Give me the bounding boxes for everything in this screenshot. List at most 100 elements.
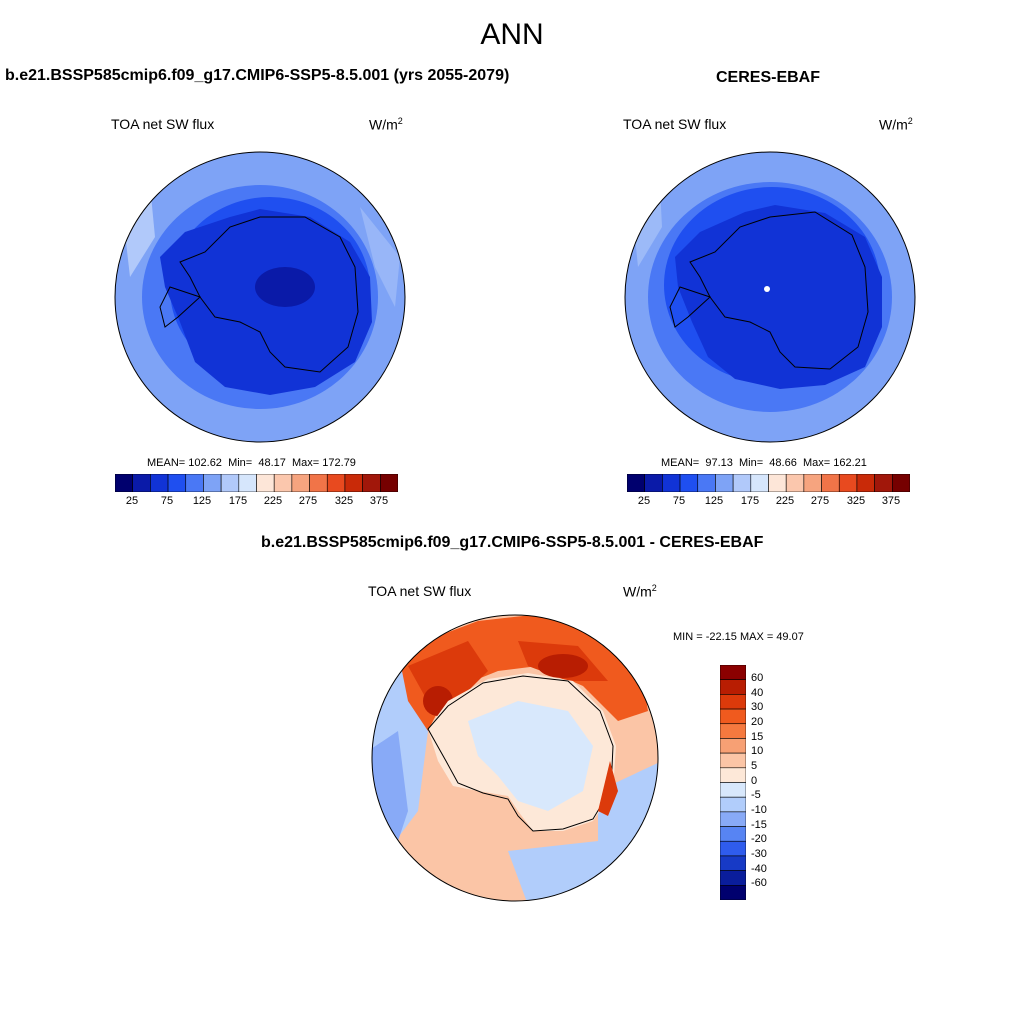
colorbar-swatch xyxy=(715,474,734,492)
panel-1-colorbar-ticks: 25 75 125 175 225 275 325 375 xyxy=(115,495,398,509)
colorbar-swatch xyxy=(238,474,257,492)
panel-1-colorbar xyxy=(115,474,398,492)
colorbar-swatch xyxy=(291,474,310,492)
colorbar-swatch xyxy=(720,723,746,739)
colorbar-swatch xyxy=(768,474,787,492)
colorbar-swatch xyxy=(720,840,746,857)
panel-3-variable: TOA net SW flux xyxy=(368,583,472,599)
panel-2-polar-map xyxy=(624,151,916,443)
colorbar-tick: 60 xyxy=(751,672,764,684)
colorbar-swatch xyxy=(720,665,746,680)
colorbar-tick: 275 xyxy=(298,495,318,507)
colorbar-tick: 175 xyxy=(228,495,248,507)
colorbar-tick: 375 xyxy=(881,495,901,507)
colorbar-swatch xyxy=(203,474,222,492)
colorbar-tick: 0 xyxy=(751,775,758,787)
colorbar-tick: 20 xyxy=(751,716,764,728)
colorbar-swatch xyxy=(892,474,910,492)
colorbar-swatch xyxy=(720,826,746,842)
panel-1-variable: TOA net SW flux xyxy=(111,116,215,132)
colorbar-swatch xyxy=(720,767,746,783)
colorbar-tick: 5 xyxy=(751,760,758,772)
panel-2-colorbar-ticks: 25 75 125 175 225 275 325 375 xyxy=(627,495,910,509)
colorbar-swatch xyxy=(662,474,681,492)
panel-3-stats: MIN = -22.15 MAX = 49.07 xyxy=(673,631,804,643)
panel-2-title: CERES-EBAF xyxy=(716,69,821,86)
panel-2-colorbar xyxy=(627,474,910,492)
colorbar-swatch xyxy=(273,474,293,492)
colorbar-swatch xyxy=(720,870,746,886)
colorbar-swatch xyxy=(627,474,645,492)
colorbar-swatch xyxy=(720,752,746,769)
colorbar-tick: -40 xyxy=(751,863,767,875)
colorbar-swatch xyxy=(362,474,381,492)
colorbar-swatch xyxy=(785,474,805,492)
colorbar-tick: 10 xyxy=(751,745,764,757)
panel-2-units: W/m2 xyxy=(879,116,913,133)
colorbar-swatch xyxy=(720,738,746,754)
panel-1-polar-map xyxy=(114,151,406,443)
colorbar-tick: -30 xyxy=(751,848,767,860)
colorbar-tick: -15 xyxy=(751,819,767,831)
colorbar-swatch xyxy=(720,782,746,798)
colorbar-swatch xyxy=(821,474,840,492)
colorbar-swatch xyxy=(167,474,187,492)
panel-3-colorbar xyxy=(720,665,746,900)
colorbar-swatch xyxy=(856,474,875,492)
panel-2-stats: MEAN= 97.13 Min= 48.66 Max= 162.21 xyxy=(661,457,867,469)
colorbar-swatch xyxy=(874,474,893,492)
colorbar-swatch xyxy=(720,796,746,813)
colorbar-swatch xyxy=(185,474,204,492)
panel-3-units: W/m2 xyxy=(623,583,657,600)
colorbar-swatch xyxy=(115,474,133,492)
colorbar-tick: 25 xyxy=(637,495,651,507)
panel-1-stats: MEAN= 102.62 Min= 48.17 Max= 172.79 xyxy=(147,457,356,469)
colorbar-tick: 125 xyxy=(704,495,724,507)
panel-3-title: b.e21.BSSP585cmip6.f09_g17.CMIP6-SSP5-8.… xyxy=(261,534,764,551)
colorbar-swatch xyxy=(720,885,746,900)
colorbar-swatch xyxy=(720,694,746,710)
panel-2-variable: TOA net SW flux xyxy=(623,116,727,132)
colorbar-swatch xyxy=(644,474,663,492)
colorbar-swatch xyxy=(838,474,858,492)
colorbar-tick: 30 xyxy=(751,701,764,713)
colorbar-swatch xyxy=(344,474,363,492)
colorbar-tick: 325 xyxy=(334,495,354,507)
colorbar-swatch xyxy=(803,474,822,492)
colorbar-swatch xyxy=(720,679,746,695)
colorbar-tick: 125 xyxy=(192,495,212,507)
colorbar-tick: 75 xyxy=(160,495,174,507)
colorbar-swatch xyxy=(720,855,746,871)
colorbar-tick: -20 xyxy=(751,833,767,845)
colorbar-tick: 325 xyxy=(846,495,866,507)
colorbar-swatch xyxy=(150,474,169,492)
colorbar-swatch xyxy=(132,474,151,492)
panel-1-title: b.e21.BSSP585cmip6.f09_g17.CMIP6-SSP5-8.… xyxy=(5,67,510,84)
colorbar-swatch xyxy=(256,474,275,492)
colorbar-tick: 375 xyxy=(369,495,389,507)
colorbar-swatch xyxy=(679,474,699,492)
colorbar-swatch xyxy=(326,474,346,492)
colorbar-swatch xyxy=(309,474,328,492)
colorbar-tick: 175 xyxy=(740,495,760,507)
colorbar-tick: 25 xyxy=(125,495,139,507)
panel-3-colorbar-ticks: 60 40 30 20 15 10 5 0 -5 -10 -15 -20 -30… xyxy=(751,672,791,892)
panel-1-units: W/m2 xyxy=(369,116,403,133)
colorbar-swatch xyxy=(720,811,746,827)
colorbar-swatch xyxy=(697,474,716,492)
colorbar-swatch xyxy=(750,474,769,492)
colorbar-tick: 15 xyxy=(751,731,764,743)
colorbar-tick: 75 xyxy=(672,495,686,507)
colorbar-swatch xyxy=(720,708,746,725)
colorbar-tick: 40 xyxy=(751,687,764,699)
colorbar-swatch xyxy=(732,474,752,492)
panel-3-polar-map xyxy=(371,614,659,902)
colorbar-swatch xyxy=(220,474,240,492)
colorbar-tick: 225 xyxy=(263,495,283,507)
colorbar-swatch xyxy=(380,474,398,492)
colorbar-tick: -10 xyxy=(751,804,767,816)
colorbar-tick: 275 xyxy=(810,495,830,507)
page-title: ANN xyxy=(480,18,544,51)
colorbar-tick: 225 xyxy=(775,495,795,507)
colorbar-tick: -5 xyxy=(751,789,761,801)
